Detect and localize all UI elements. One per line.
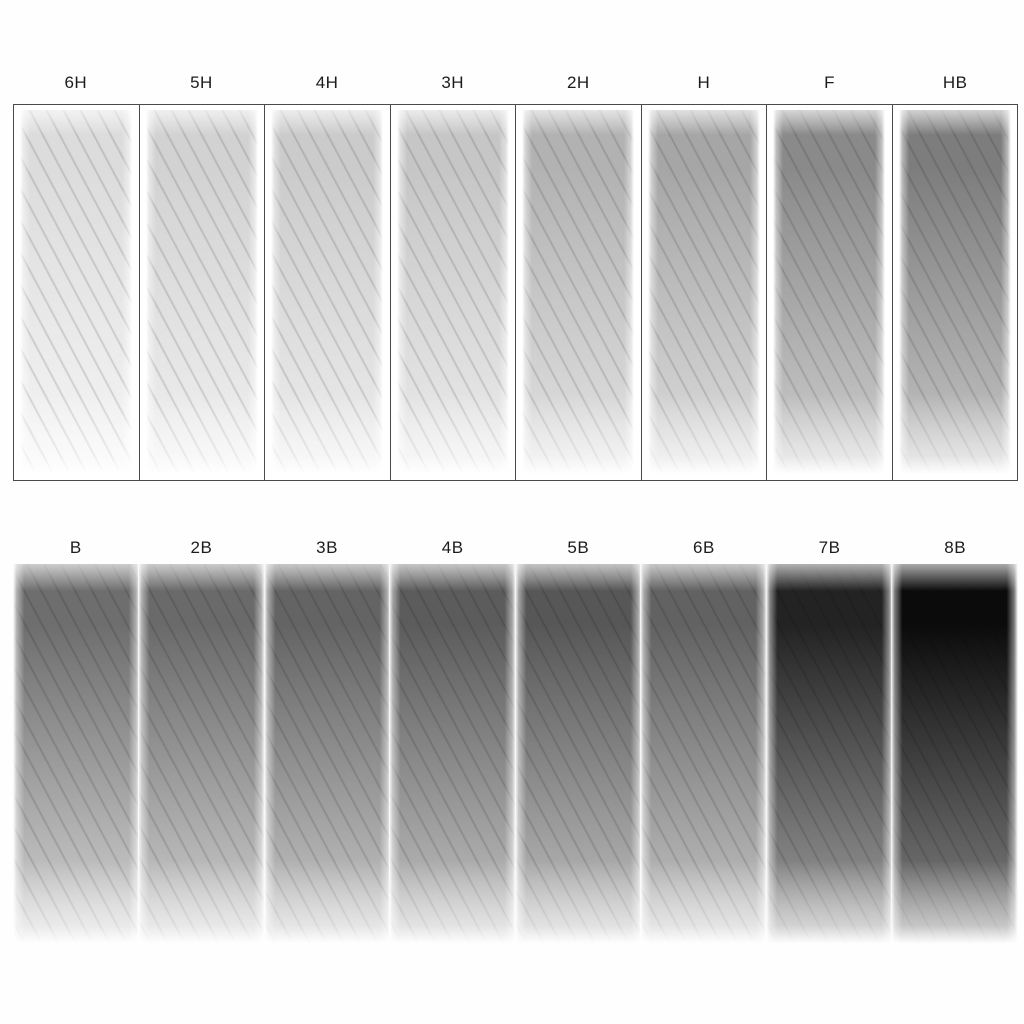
graphite-fill-f: [773, 109, 886, 475]
graphite-fill-7b: [765, 564, 893, 944]
grade-label-4h: 4H: [315, 72, 339, 92]
graphite-fill-2b: [138, 564, 266, 944]
soft-grade-swatch-strip: [12, 564, 1019, 944]
swatch-cell-2h: [516, 105, 642, 480]
graphite-fill-6b: [640, 564, 768, 944]
swatch-cell-b: [12, 564, 140, 944]
swatch-cell-6h: [14, 105, 140, 480]
swatch-cell-f: [767, 105, 893, 480]
graphite-fill-2h: [522, 109, 635, 475]
swatch-cell-h: [641, 105, 767, 480]
grade-label-2b: 2B: [190, 537, 213, 557]
grade-label-b: B: [69, 537, 82, 557]
grade-label-8b: 8B: [944, 537, 967, 557]
swatch-cell-5h: [139, 105, 265, 480]
graphite-fill-4h: [271, 109, 384, 475]
swatch-cell-4b: [389, 564, 517, 944]
swatch-cell-3h: [390, 105, 516, 480]
soft-grade-row: B 2B 3B 4B 5B 6B 7B 8B: [12, 525, 1019, 944]
graphite-fill-5h: [145, 109, 258, 475]
swatch-cell-8b: [891, 564, 1019, 944]
hard-grade-label-strip: 6H 5H 4H 3H 2H H F HB: [13, 60, 1018, 104]
graphite-fill-8b: [891, 564, 1019, 944]
soft-grade-label-strip: B 2B 3B 4B 5B 6B 7B 8B: [13, 525, 1018, 569]
grade-label-2h: 2H: [566, 72, 590, 92]
swatch-cell-7b: [765, 564, 893, 944]
swatch-cell-5b: [514, 564, 642, 944]
swatch-cell-4h: [265, 105, 391, 480]
graphite-fill-4b: [389, 564, 517, 944]
graphite-fill-3b: [263, 564, 391, 944]
swatch-cell-6b: [640, 564, 768, 944]
graphite-fill-b: [12, 564, 140, 944]
graphite-fill-5b: [514, 564, 642, 944]
hard-grade-row: 6H 5H 4H 3H 2H H F HB: [13, 60, 1018, 481]
grade-label-4b: 4B: [441, 537, 464, 557]
grade-label-6b: 6B: [693, 537, 715, 557]
grade-label-6h: 6H: [64, 72, 88, 92]
grade-label-f: F: [824, 72, 835, 92]
graphite-fill-3h: [396, 109, 509, 475]
grade-label-5h: 5H: [190, 72, 213, 92]
swatch-cell-hb: [892, 105, 1017, 480]
graphite-fill-hb: [898, 109, 1011, 475]
swatch-cell-3b: [263, 564, 391, 944]
grade-label-h: H: [697, 72, 711, 92]
graphite-fill-h: [647, 109, 760, 475]
grade-label-7b: 7B: [818, 537, 841, 557]
grade-label-3b: 3B: [316, 537, 338, 557]
graphite-fill-6h: [20, 109, 133, 475]
grade-label-hb: HB: [942, 72, 968, 92]
grade-label-3h: 3H: [441, 72, 465, 92]
hard-grade-swatch-strip: [13, 104, 1018, 481]
swatch-cell-2b: [138, 564, 266, 944]
grade-label-5b: 5B: [567, 537, 590, 557]
